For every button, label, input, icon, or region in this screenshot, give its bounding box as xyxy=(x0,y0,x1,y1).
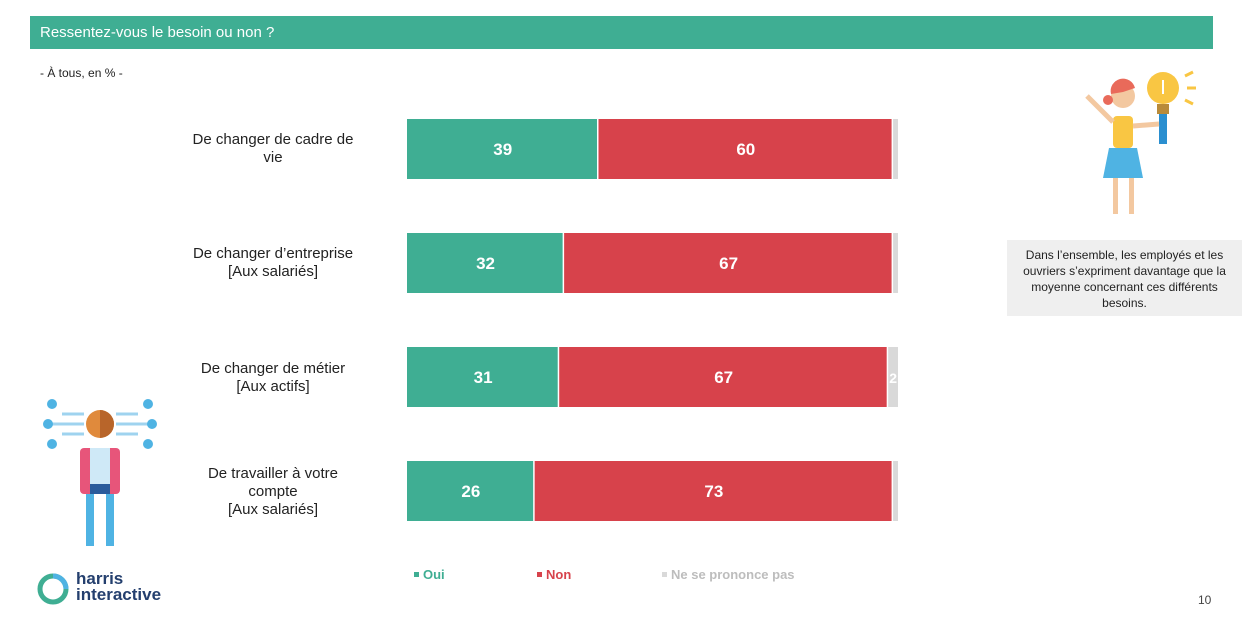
data-label-non-1: 60 xyxy=(736,140,755,159)
data-label-oui-2: 32 xyxy=(476,254,495,273)
bar-nsp-1 xyxy=(893,119,898,179)
legend-nsp: Ne se prononce pas xyxy=(662,567,795,582)
bar-non-3 xyxy=(559,347,887,407)
legend-oui: Oui xyxy=(414,567,445,582)
legend-swatch-oui xyxy=(414,572,419,578)
page-number: 10 xyxy=(1198,593,1212,607)
bar-oui-3 xyxy=(407,347,558,407)
data-label-oui-3: 31 xyxy=(474,368,493,387)
bar-nsp-2 xyxy=(893,233,898,293)
bar-oui-4 xyxy=(407,461,534,521)
category-label-cadre-de-vie: De changer de cadre de vie xyxy=(192,131,354,166)
stacked-bar-chart: 39 60 32 67 31 67 2 26 73 xyxy=(407,119,898,521)
category-label-travailler-compte: De travailler à votre compte [Aux salariés… xyxy=(207,465,339,518)
data-label-non-4: 73 xyxy=(704,482,723,501)
woman-lightbulb-illustration xyxy=(1085,70,1196,214)
bar-nsp-3 xyxy=(888,347,898,407)
harris-logo-icon xyxy=(37,573,69,605)
callout-text: Dans l’ensemble, les employés et les ouv… xyxy=(1023,248,1226,310)
legend-swatch-nsp xyxy=(662,572,667,578)
legend-swatch-non xyxy=(537,572,542,578)
bar-non-2 xyxy=(564,233,892,293)
bar-non-1 xyxy=(598,119,892,179)
callout-box: Dans l’ensemble, les employés et les ouv… xyxy=(1007,240,1242,316)
data-label-oui-1: 39 xyxy=(493,140,512,159)
bar-non-4 xyxy=(534,461,892,521)
category-label-entreprise: De changer d’entreprise [Aux salariés] xyxy=(192,245,354,280)
data-label-oui-4: 26 xyxy=(461,482,480,501)
bar-oui-2 xyxy=(407,233,563,293)
harris-logo-text: harris interactive xyxy=(76,569,162,604)
man-circuit-illustration xyxy=(43,399,157,546)
slide-title: Ressentez-vous le besoin ou non ? xyxy=(40,24,275,41)
data-label-non-3: 67 xyxy=(714,368,733,387)
data-label-non-2: 67 xyxy=(719,254,738,273)
bar-oui-1 xyxy=(407,119,597,179)
bar-nsp-4 xyxy=(893,461,898,521)
category-label-metier: De changer de métier [Aux actifs] xyxy=(200,360,346,395)
slide-header: Ressentez-vous le besoin ou non ? xyxy=(30,16,1213,49)
slide-subtitle: - À tous, en % - xyxy=(40,66,123,80)
legend-non: Non xyxy=(537,567,571,582)
data-label-nsp-3: 2 xyxy=(889,370,897,386)
